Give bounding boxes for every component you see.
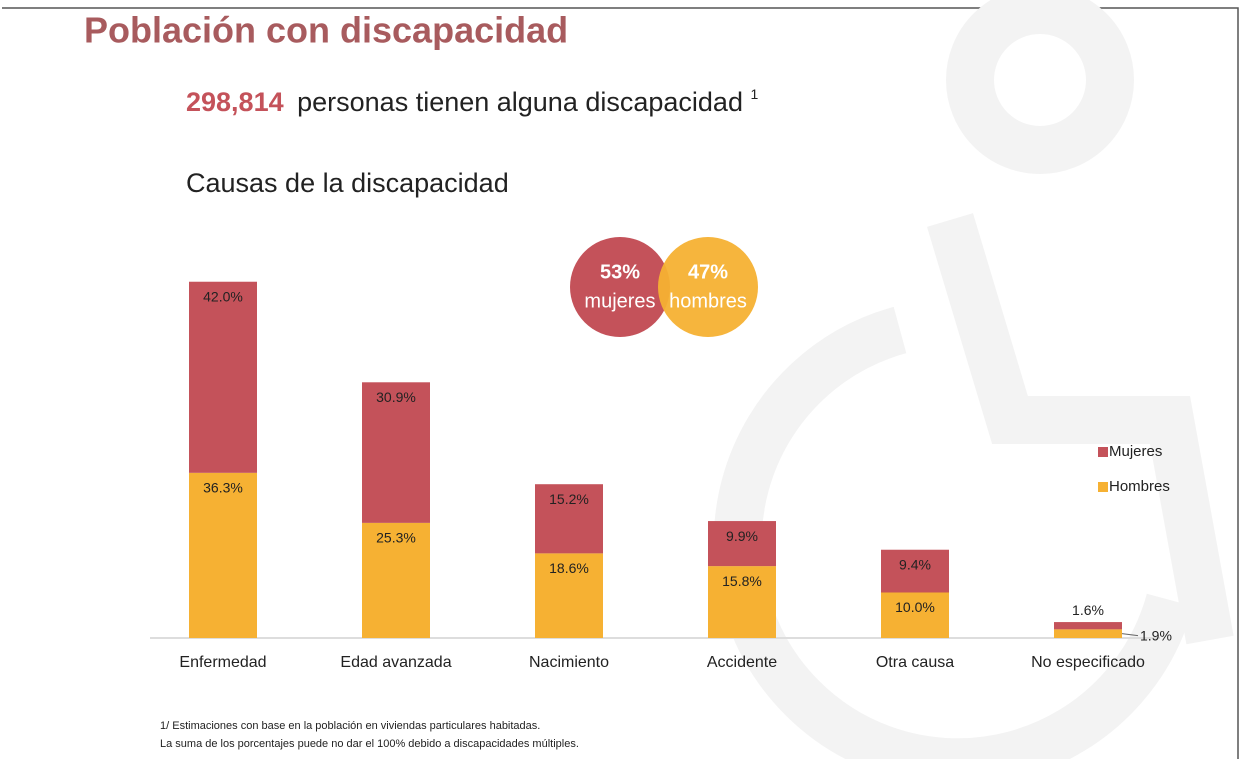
data-label: 42.0%: [203, 288, 243, 304]
headline-note: 1: [750, 86, 758, 102]
gender-split: 53% mujeres 47% hombres: [570, 237, 758, 337]
bar-segment: [881, 592, 949, 638]
data-label: 15.2%: [549, 491, 589, 507]
x-tick-label: Edad avanzada: [340, 654, 451, 671]
data-label: 10.0%: [895, 599, 935, 615]
legend-label: Hombres: [1109, 478, 1170, 495]
data-label: 15.8%: [722, 573, 762, 589]
footnote: 1/ Estimaciones con base en la población…: [160, 720, 540, 732]
bar-segment: [708, 566, 776, 638]
legend-label: Mujeres: [1109, 443, 1162, 460]
x-tick-label: No especificado: [1031, 654, 1145, 671]
bar-segment: [535, 553, 603, 638]
data-label: 1.9%: [1140, 627, 1172, 643]
gender-percent: 47%: [688, 261, 728, 283]
subtitle: Causas de la discapacidad: [186, 168, 509, 198]
data-label: 1.6%: [1072, 602, 1104, 618]
gender-name: hombres: [669, 290, 747, 312]
x-tick-label: Enfermedad: [179, 654, 266, 671]
x-tick-label: Otra causa: [876, 654, 954, 671]
data-label: 30.9%: [376, 389, 416, 405]
bar-segment: [708, 521, 776, 567]
data-label: 9.9%: [726, 528, 758, 544]
gender-circle: [658, 237, 758, 337]
gender-circle: [570, 237, 670, 337]
legend-swatch: [1098, 447, 1108, 457]
bar-segment: [535, 484, 603, 554]
bar-segment: [881, 549, 949, 593]
data-label: 25.3%: [376, 530, 416, 546]
data-label: 36.3%: [203, 480, 243, 496]
x-tick-label: Accidente: [707, 654, 777, 671]
frame: [2, 7, 1239, 759]
headline: 298,814 personas tienen alguna discapaci…: [186, 86, 758, 117]
legend-swatch: [1098, 482, 1108, 492]
chart: 36.3% 42.0% Enfermedad 25.3% 30.9% Edad avanz…: [150, 281, 1172, 671]
bar-segment: [189, 281, 257, 473]
x-tick-label: Nacimiento: [529, 654, 609, 671]
gender-name: mujeres: [584, 290, 655, 312]
headline-number: 298,814: [186, 87, 284, 117]
data-label: 18.6%: [549, 560, 589, 576]
bar-segment: [1054, 629, 1122, 638]
headline-text: personas tienen alguna discapacidad: [297, 87, 743, 117]
footnote: La suma de los porcentajes puede no dar …: [160, 738, 579, 750]
bar-segment: [362, 522, 430, 638]
data-label: 9.4%: [899, 556, 931, 572]
gender-percent: 53%: [600, 261, 640, 283]
leader-line: [1121, 633, 1139, 637]
title: Población con discapacidad: [84, 10, 568, 51]
bar-segment: [189, 472, 257, 638]
wheelchair-icon: [713, 0, 1234, 759]
bar-segment: [362, 382, 430, 523]
bar-segment: [1054, 622, 1122, 630]
